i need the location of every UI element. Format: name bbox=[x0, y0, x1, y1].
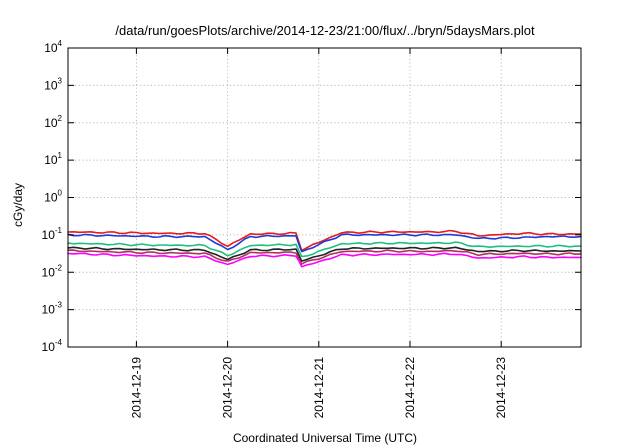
grid-lines bbox=[68, 48, 581, 347]
plot-frame bbox=[67, 47, 582, 348]
series-line bbox=[67, 249, 582, 265]
x-tick-label: 2014-12-22 bbox=[403, 357, 417, 419]
series-line bbox=[67, 246, 582, 262]
series-line bbox=[67, 229, 582, 252]
x-axis-label: Coordinated Universal Time (UTC) bbox=[233, 431, 417, 445]
y-tick-label: 101 bbox=[44, 151, 62, 167]
y-tick-label: 10-3 bbox=[42, 301, 63, 317]
x-tick-label: 2014-12-20 bbox=[221, 357, 235, 419]
y-tick-label: 102 bbox=[44, 114, 62, 130]
x-tick-label: 2014-12-21 bbox=[312, 357, 326, 419]
y-axis-label: cGy/day bbox=[11, 183, 25, 227]
series-line bbox=[67, 241, 582, 258]
y-tick-label: 10-4 bbox=[42, 338, 63, 354]
series-line bbox=[67, 233, 582, 253]
y-tick-label: 10-2 bbox=[42, 263, 63, 279]
chart-title: /data/run/goesPlots/archive/2014-12-23/2… bbox=[115, 23, 535, 38]
y-tick-label: 104 bbox=[44, 39, 62, 55]
series-line bbox=[67, 252, 582, 268]
y-tick-label: 10-1 bbox=[42, 226, 63, 242]
axes: 10-4 10-3 10-2 10-1 100 101 102 103 104 2014-12-1… bbox=[42, 39, 581, 418]
y-tick-label: 103 bbox=[44, 76, 62, 92]
data-series bbox=[67, 229, 582, 268]
x-tick-label: 2014-12-19 bbox=[129, 357, 143, 419]
y-tick-label: 100 bbox=[44, 189, 62, 205]
x-tick-label: 2014-12-23 bbox=[494, 357, 508, 419]
